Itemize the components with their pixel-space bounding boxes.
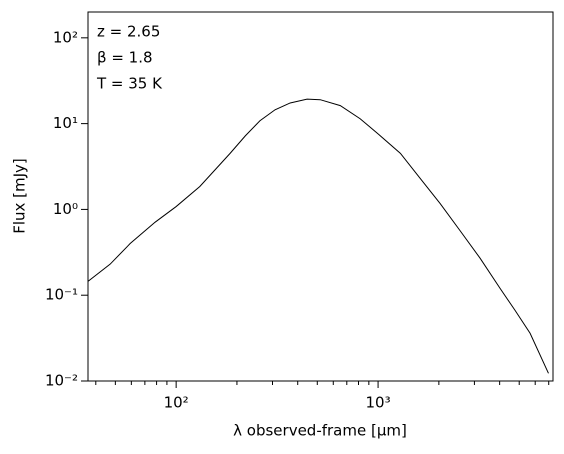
y-tick-label: 10⁻¹ (45, 286, 78, 304)
x-tick-label: 10² (164, 394, 189, 412)
annotation: z = 2.65 (97, 23, 160, 41)
y-tick-label: 10² (53, 28, 78, 46)
annotation: T = 35 K (96, 75, 163, 93)
plot-frame (87, 11, 554, 382)
annotation: β = 1.8 (97, 49, 153, 67)
sed-curve (88, 98, 549, 374)
y-tick-label: 10⁰ (53, 200, 78, 218)
y-axis-label: Flux [mJy] (11, 158, 29, 234)
y-tick-label: 10¹ (53, 114, 78, 132)
x-tick-label: 10³ (366, 394, 391, 412)
x-axis-label: λ observed-frame [μm] (233, 422, 407, 440)
y-tick-label: 10⁻² (45, 372, 78, 390)
